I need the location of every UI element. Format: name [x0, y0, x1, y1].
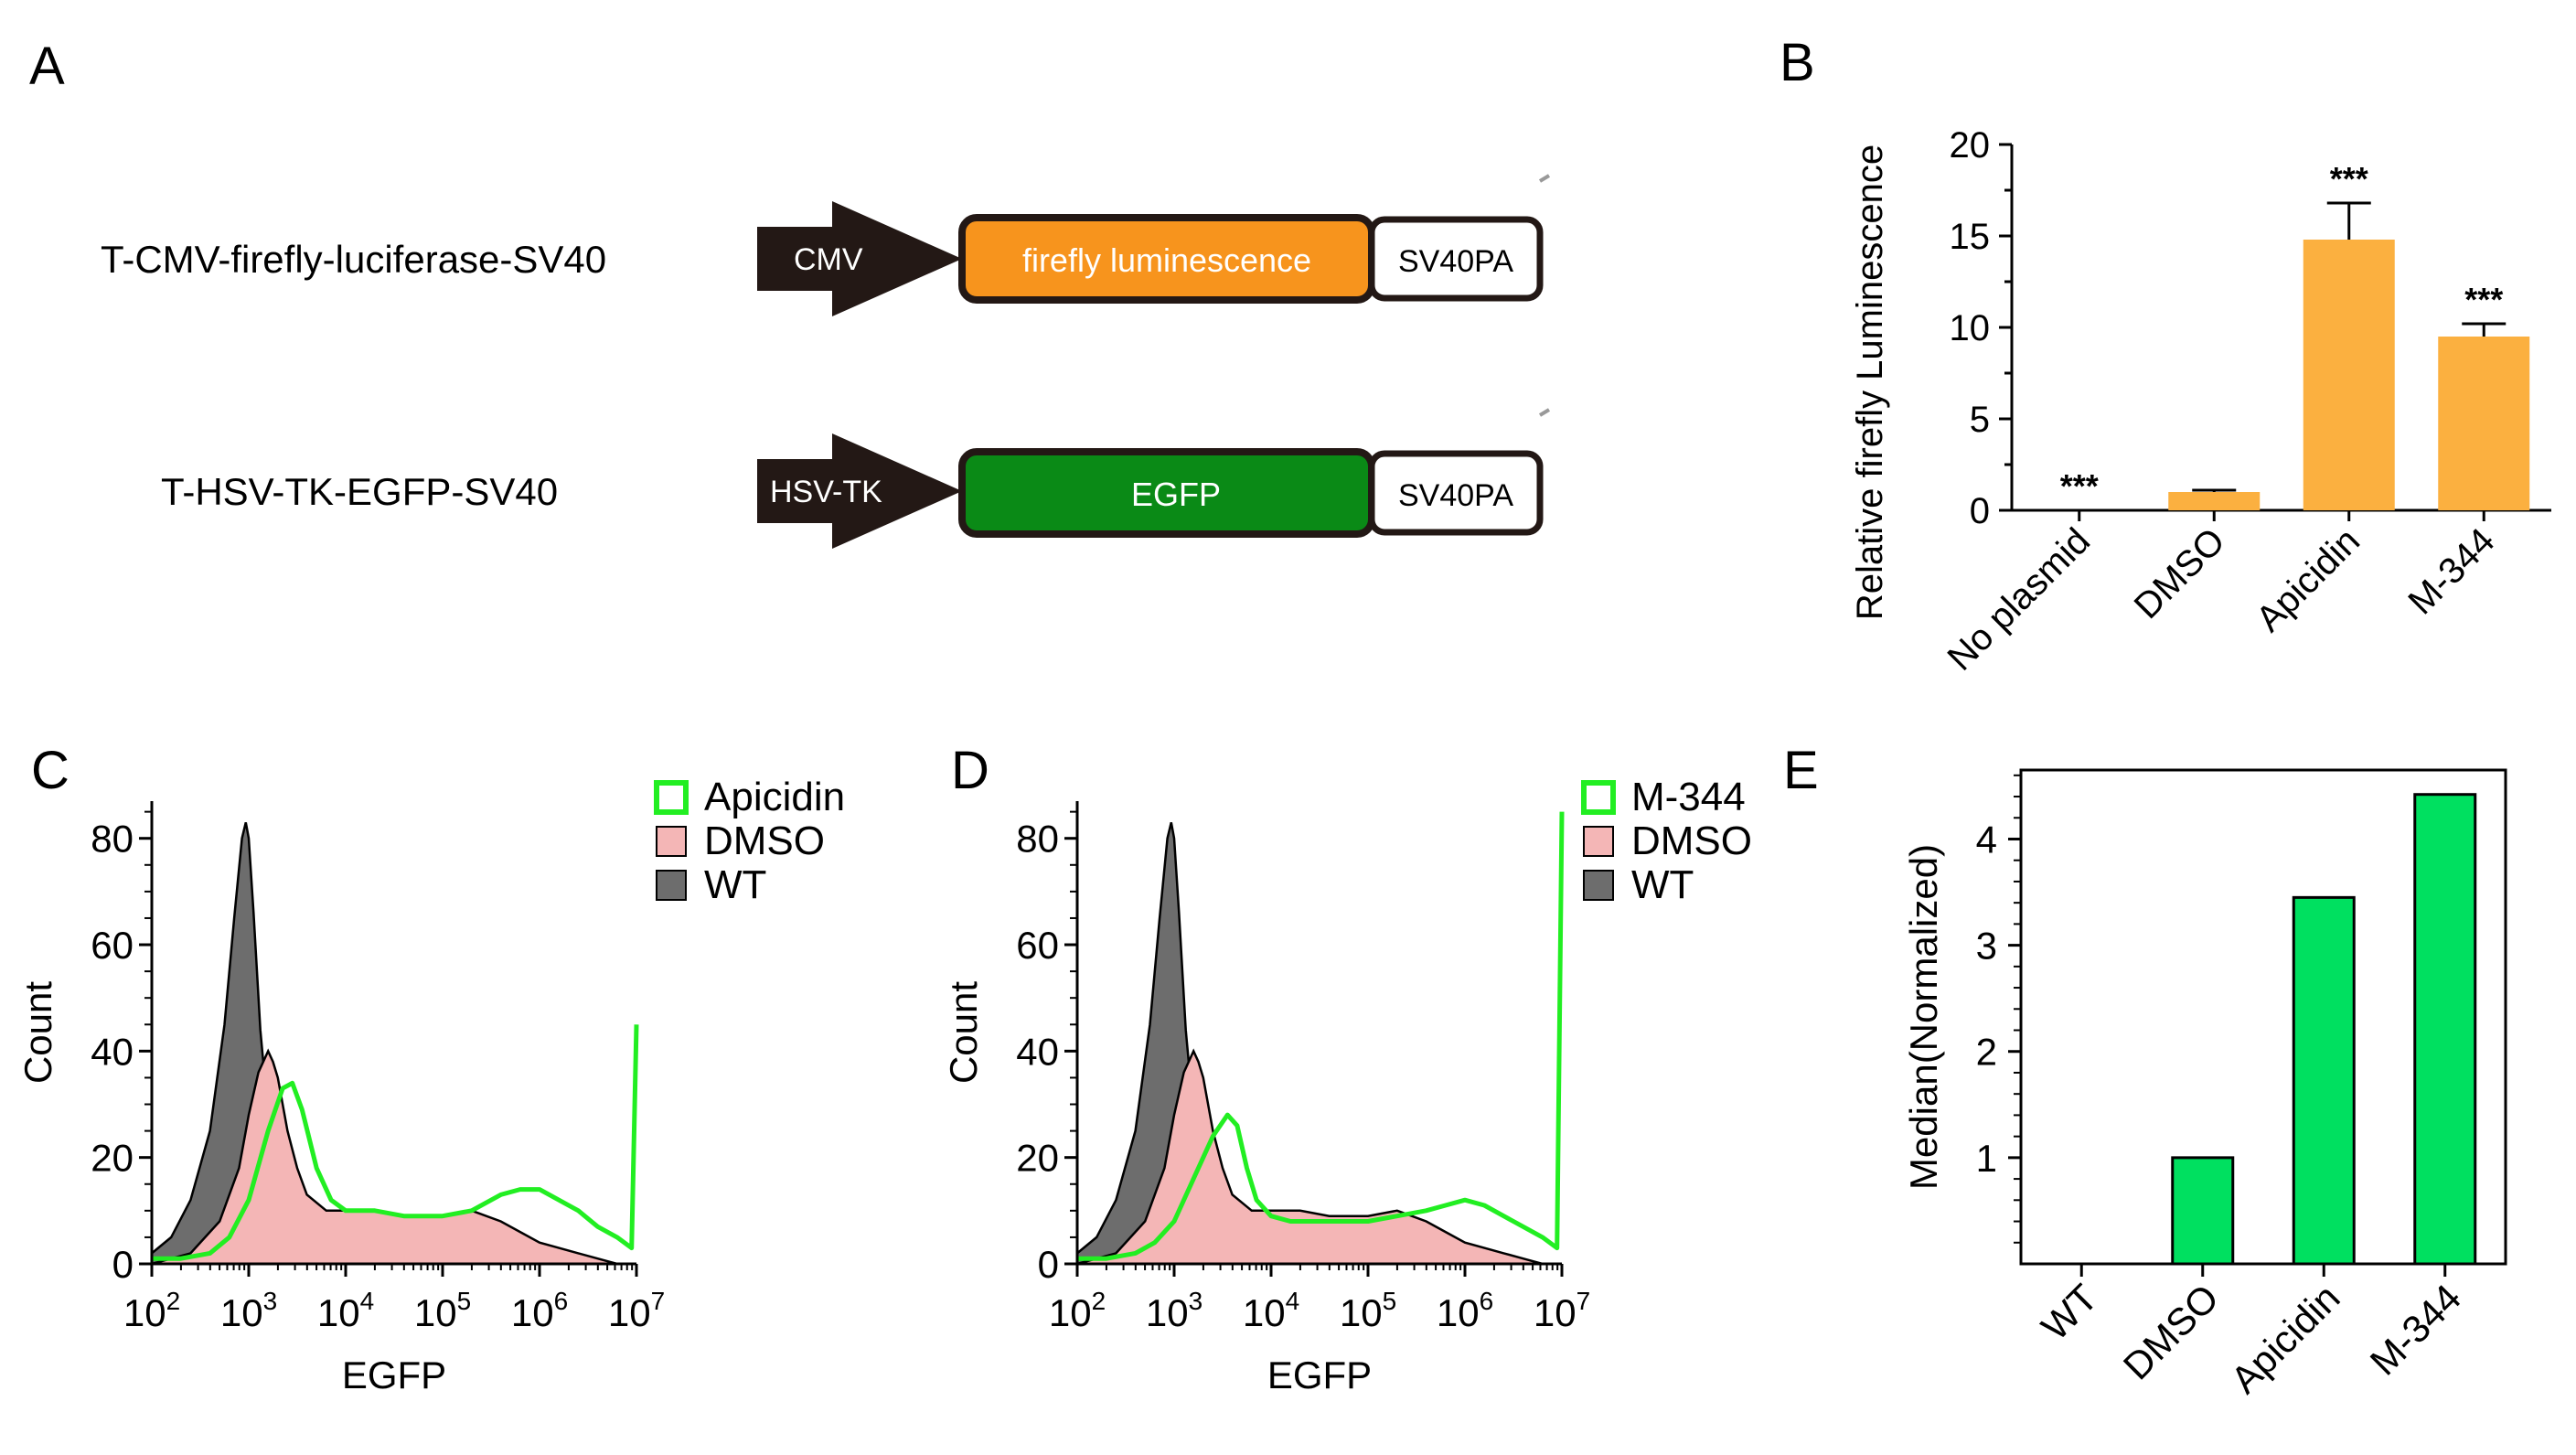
b-y-tick-label: 20 — [1950, 125, 1991, 166]
e-x-tick-label: DMSO — [2115, 1276, 2227, 1387]
b-significance-label: *** — [2060, 467, 2099, 505]
construct-1-promoter-label: CMV — [794, 242, 863, 277]
e-y-tick-label: 3 — [1976, 925, 1997, 968]
b-y-tick-label: 10 — [1950, 308, 1991, 348]
chart-c: 0 20 40 60 80 102 103 104 105 106 107 EGFP Count Apic… — [16, 775, 845, 1396]
c-y-axis-label: Count — [16, 981, 59, 1084]
b-y-tick-label: 15 — [1950, 217, 1991, 257]
panel-a-mark-2 — [1538, 408, 1551, 417]
d-y-tick-label: 60 — [1016, 924, 1059, 967]
d-series-m-344 — [1077, 811, 1565, 1261]
b-y-tick-label: 0 — [1970, 491, 1990, 531]
c-y-tick-label: 60 — [91, 924, 134, 967]
construct-1-terminator-box — [1368, 216, 1544, 302]
b-y-axis-label: Relative firefly Luminescence — [1850, 144, 1890, 620]
e-bar — [2292, 895, 2356, 1266]
panel-label-e: E — [1783, 741, 1819, 800]
c-y-tick-label: 80 — [91, 818, 134, 861]
e-x-tick-label: M-344 — [2362, 1276, 2469, 1383]
e-y-tick-label: 4 — [1976, 818, 1997, 861]
e-y-tick-label: 1 — [1976, 1137, 1997, 1180]
d-x-tick-label: 106 — [1437, 1287, 1493, 1334]
panel-label-b: B — [1780, 33, 1815, 92]
d-y-tick-label: 40 — [1016, 1030, 1059, 1073]
e-x-tick-label: WT — [2033, 1276, 2105, 1348]
b-bar — [2168, 492, 2261, 510]
c-legend-swatch — [656, 870, 687, 901]
d-y-tick-label: 20 — [1016, 1137, 1059, 1180]
d-x-tick-label: 107 — [1534, 1287, 1590, 1334]
c-x-tick-label: 107 — [608, 1287, 665, 1334]
d-legend-label: DMSO — [1631, 818, 1752, 863]
c-x-tick-label: 105 — [414, 1287, 471, 1334]
construct-2-name: T-HSV-TK-EGFP-SV40 — [161, 470, 558, 513]
d-x-tick-label: 102 — [1049, 1287, 1106, 1334]
c-legend-label: WT — [704, 862, 766, 907]
d-legend-swatch — [1583, 826, 1614, 857]
d-x-tick-label: 104 — [1243, 1287, 1299, 1334]
b-bar — [2438, 337, 2530, 510]
c-x-tick-label: 102 — [123, 1287, 180, 1334]
b-y-tick-label: 5 — [1970, 400, 1990, 440]
d-legend-label: M-344 — [1631, 775, 1746, 819]
construct-1: T-CMV-firefly-luciferase-SV40 CMV firefl… — [101, 201, 1544, 316]
construct-1-promoter-arrow — [757, 201, 962, 316]
b-x-tick-label: M-344 — [2400, 520, 2502, 622]
construct-2-terminator-box — [1368, 450, 1544, 536]
b-bar — [2303, 240, 2395, 510]
construct-2-promoter-label: HSV-TK — [770, 475, 882, 509]
c-x-axis-label: EGFP — [342, 1353, 446, 1396]
b-x-tick-label: No plasmid — [1940, 520, 2099, 679]
c-legend-swatch — [656, 826, 687, 857]
c-legend-swatch — [654, 780, 689, 815]
b-significance-label: *** — [2464, 281, 2503, 318]
construct-2-promoter-arrow — [757, 433, 962, 549]
d-series-dmso — [1076, 1048, 1562, 1266]
d-x-tick-label: 105 — [1340, 1287, 1396, 1334]
e-y-tick-label: 2 — [1976, 1031, 1997, 1074]
chart-b: 0 5 10 15 20 *** No plasmid DMSO *** Apicidin *** M… — [1850, 125, 2551, 679]
c-legend-label: Apicidin — [704, 775, 845, 819]
panel-label-a: A — [29, 37, 65, 96]
e-x-tick-label: Apicidin — [2222, 1276, 2347, 1401]
construct-2-gene-label: EGFP — [1131, 476, 1221, 513]
d-legend-label: WT — [1631, 862, 1694, 907]
e-bar — [2171, 1156, 2235, 1266]
d-y-axis-label: Count — [942, 981, 985, 1084]
c-y-tick-label: 40 — [91, 1030, 134, 1073]
d-legend-swatch — [1581, 780, 1616, 815]
e-y-axis-label: Median(Normalized) — [1902, 844, 1945, 1190]
construct-1-gene-label: firefly luminescence — [1022, 241, 1311, 279]
c-x-tick-label: 103 — [220, 1287, 277, 1334]
d-y-tick-label: 0 — [1038, 1243, 1059, 1286]
d-x-axis-label: EGFP — [1267, 1353, 1372, 1396]
c-y-tick-label: 0 — [112, 1243, 134, 1286]
e-bar — [2413, 793, 2477, 1266]
construct-1-name: T-CMV-firefly-luciferase-SV40 — [101, 238, 606, 281]
c-legend-label: DMSO — [704, 818, 825, 863]
d-legend-swatch — [1583, 870, 1614, 901]
c-x-tick-label: 104 — [317, 1287, 374, 1334]
panel-label-d: D — [951, 741, 989, 800]
panel-a-mark-1 — [1538, 174, 1551, 183]
b-x-tick-label: Apicidin — [2249, 520, 2368, 639]
c-series-apicidin — [152, 1024, 639, 1261]
b-significance-label: *** — [2330, 160, 2368, 198]
construct-2: T-HSV-TK-EGFP-SV40 HSV-TK EGFP SV40PA — [161, 433, 1544, 549]
chart-d: 0 20 40 60 80 102 103 104 105 106 107 EGFP Count M-34… — [942, 775, 1752, 1396]
c-x-tick-label: 106 — [511, 1287, 568, 1334]
d-x-tick-label: 103 — [1146, 1287, 1202, 1334]
d-y-tick-label: 80 — [1016, 818, 1059, 861]
c-y-tick-label: 20 — [91, 1137, 134, 1180]
construct-2-terminator-label: SV40PA — [1398, 478, 1513, 513]
panel-label-c: C — [31, 741, 69, 800]
construct-1-terminator-label: SV40PA — [1398, 244, 1513, 279]
b-x-tick-label: DMSO — [2127, 520, 2233, 626]
e-plot-frame — [2019, 768, 2507, 1266]
